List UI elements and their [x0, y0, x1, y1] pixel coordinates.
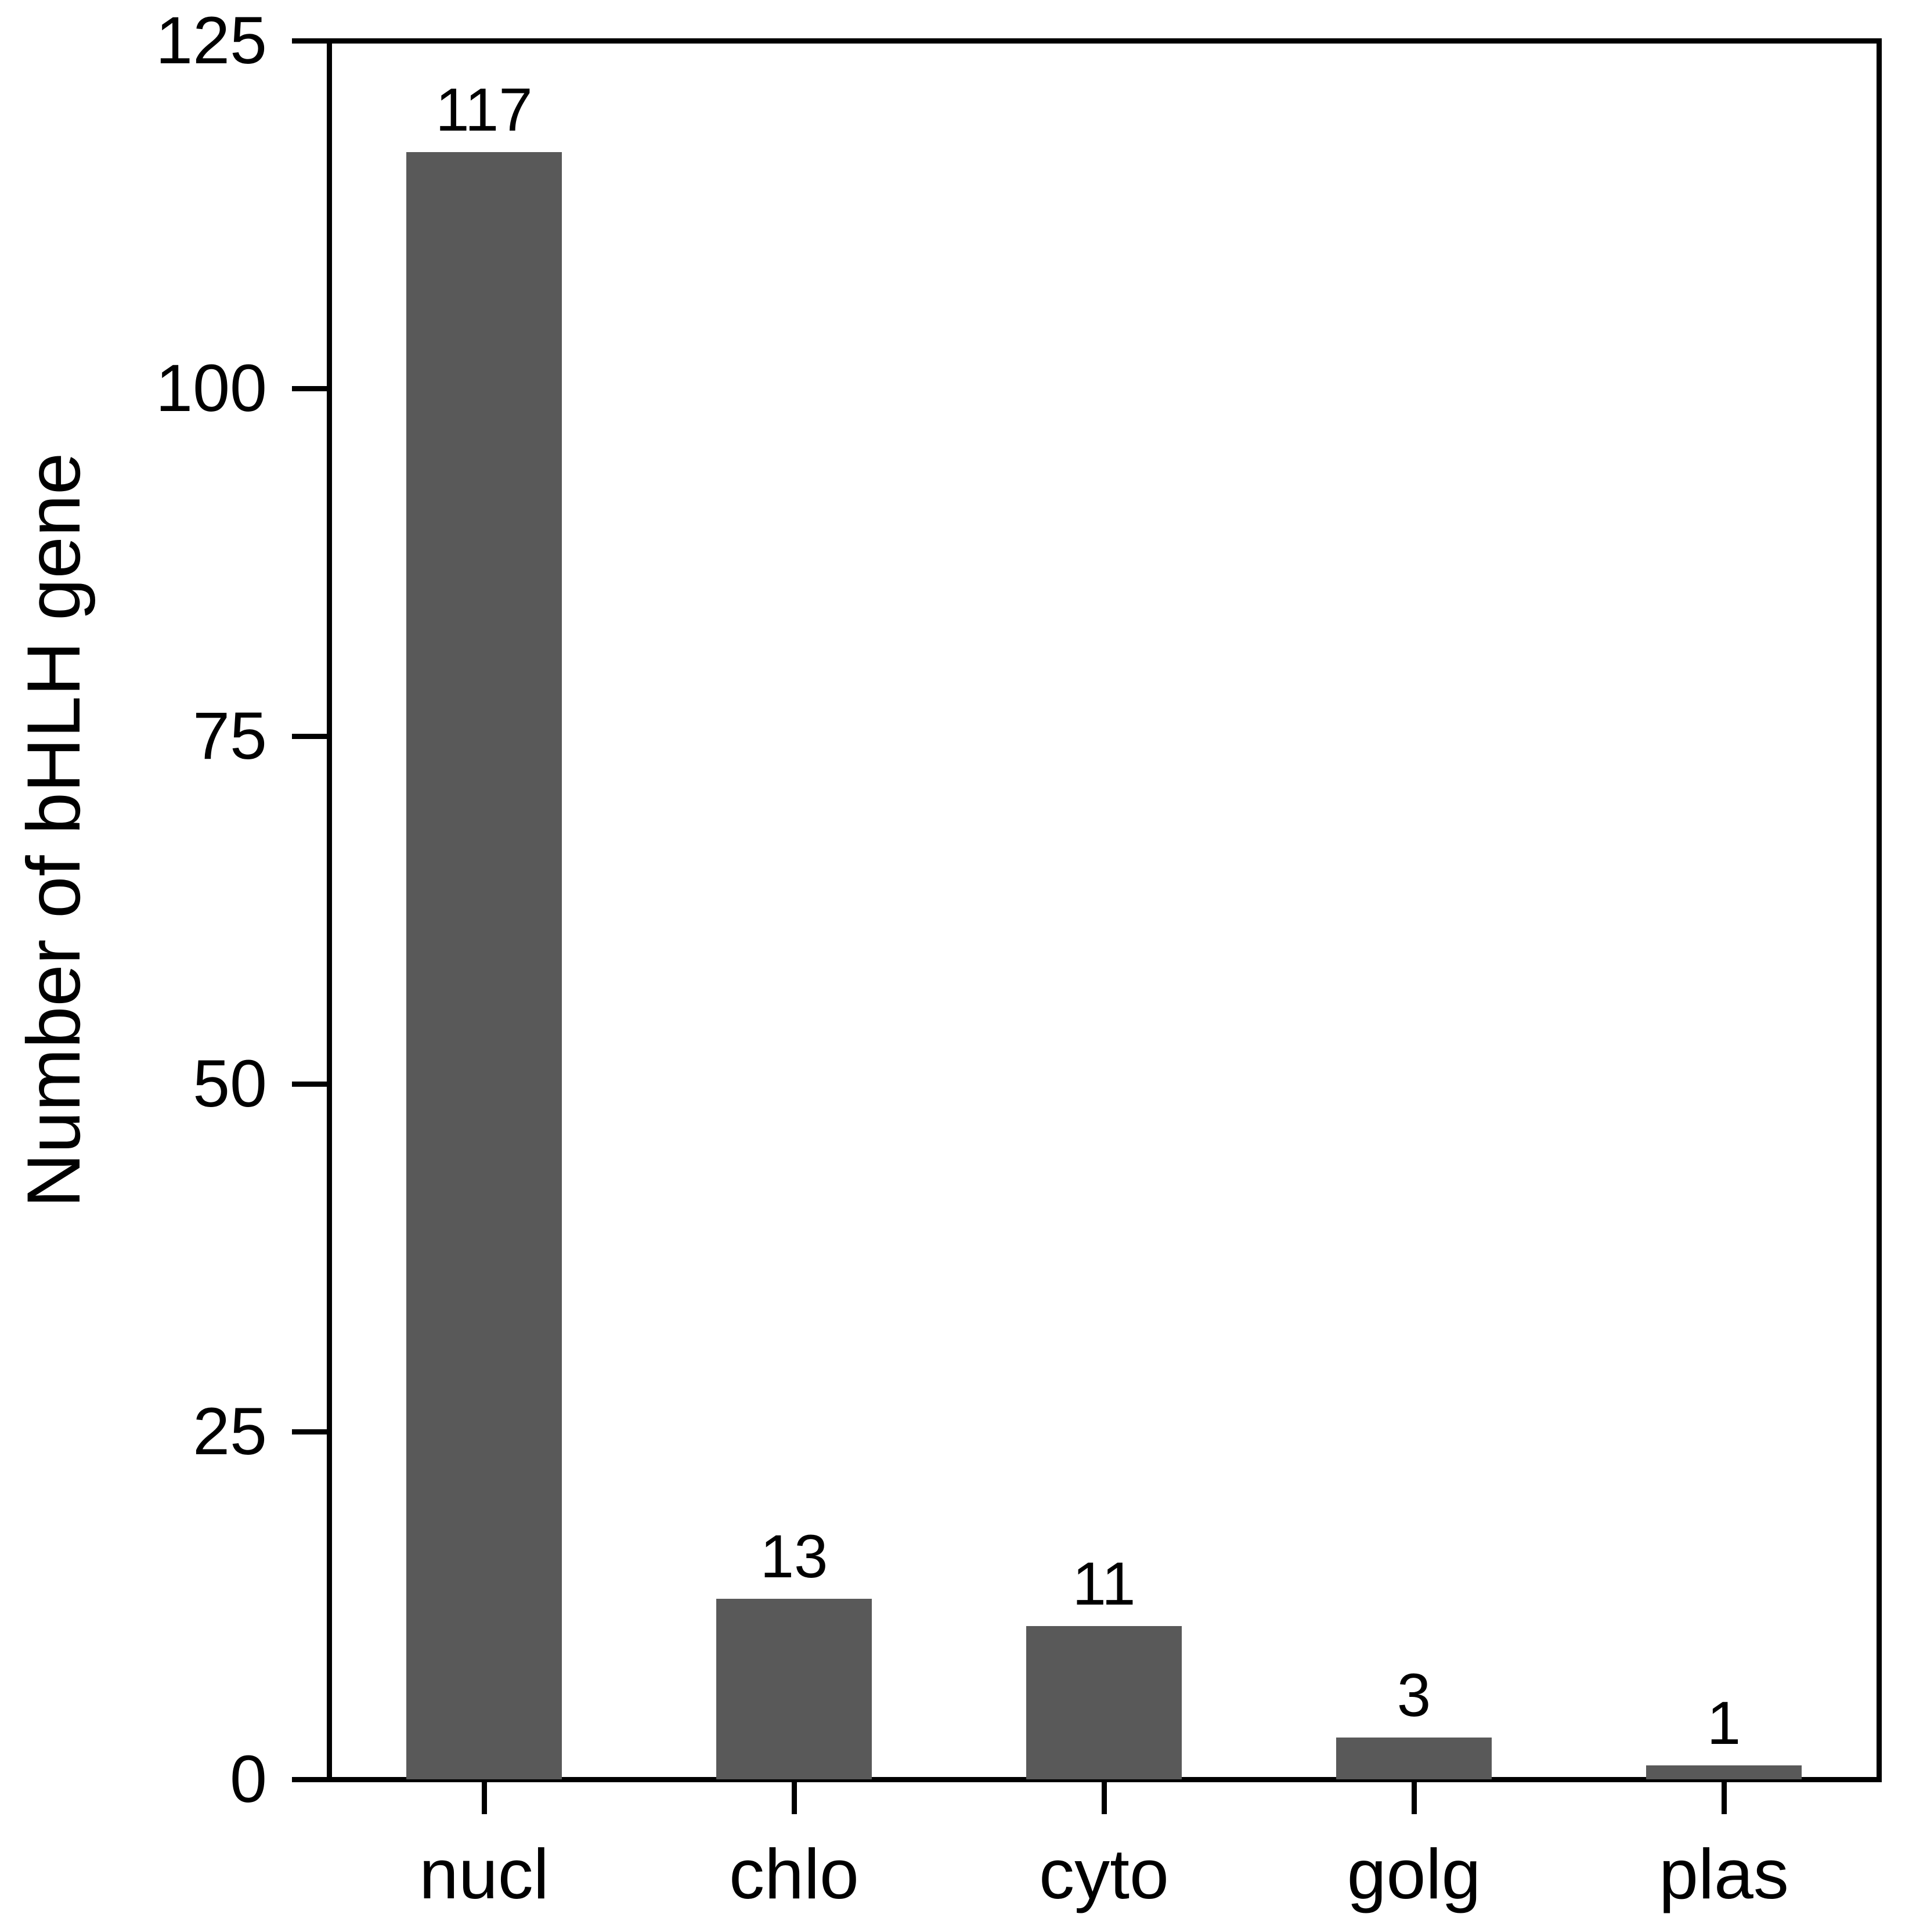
- y-tick-label: 50: [193, 1047, 267, 1121]
- bar-plas: [1646, 1765, 1802, 1779]
- bar-value-label-plas: 1: [1706, 1689, 1741, 1758]
- bar-golg: [1336, 1738, 1492, 1779]
- bar-chlo: [716, 1598, 872, 1779]
- x-tick-label-chlo: chlo: [729, 1834, 859, 1913]
- x-tick-label-golg: golg: [1347, 1834, 1481, 1913]
- y-tick-mark: [291, 733, 327, 739]
- y-tick-label: 100: [156, 351, 267, 426]
- x-tick-mark-cyto: [1101, 1782, 1107, 1814]
- x-tick-label-plas: plas: [1659, 1834, 1789, 1913]
- x-tick-mark-chlo: [791, 1782, 797, 1814]
- bar-value-label-chlo: 13: [760, 1522, 828, 1591]
- y-tick-mark: [291, 1429, 327, 1434]
- bar-nucl: [406, 152, 562, 1779]
- y-tick-label: 0: [230, 1742, 267, 1816]
- y-tick-label: 25: [193, 1394, 267, 1469]
- x-tick-mark-plas: [1721, 1782, 1727, 1814]
- y-tick-label: 75: [193, 699, 267, 773]
- y-tick-label: 125: [156, 3, 267, 78]
- x-tick-mark-golg: [1411, 1782, 1417, 1814]
- bar-value-label-nucl: 117: [435, 75, 533, 144]
- y-tick-mark: [291, 385, 327, 391]
- bar-cyto: [1026, 1626, 1182, 1779]
- y-tick-mark: [291, 1081, 327, 1087]
- x-tick-label-cyto: cyto: [1039, 1834, 1169, 1913]
- plot-panel: [326, 38, 1882, 1782]
- y-tick-mark: [291, 1776, 327, 1782]
- x-tick-mark-nucl: [481, 1782, 487, 1814]
- bar-value-label-cyto: 11: [1072, 1550, 1136, 1619]
- bar-value-label-golg: 3: [1397, 1661, 1431, 1730]
- y-tick-mark: [291, 38, 327, 44]
- x-tick-label-nucl: nucl: [419, 1834, 549, 1913]
